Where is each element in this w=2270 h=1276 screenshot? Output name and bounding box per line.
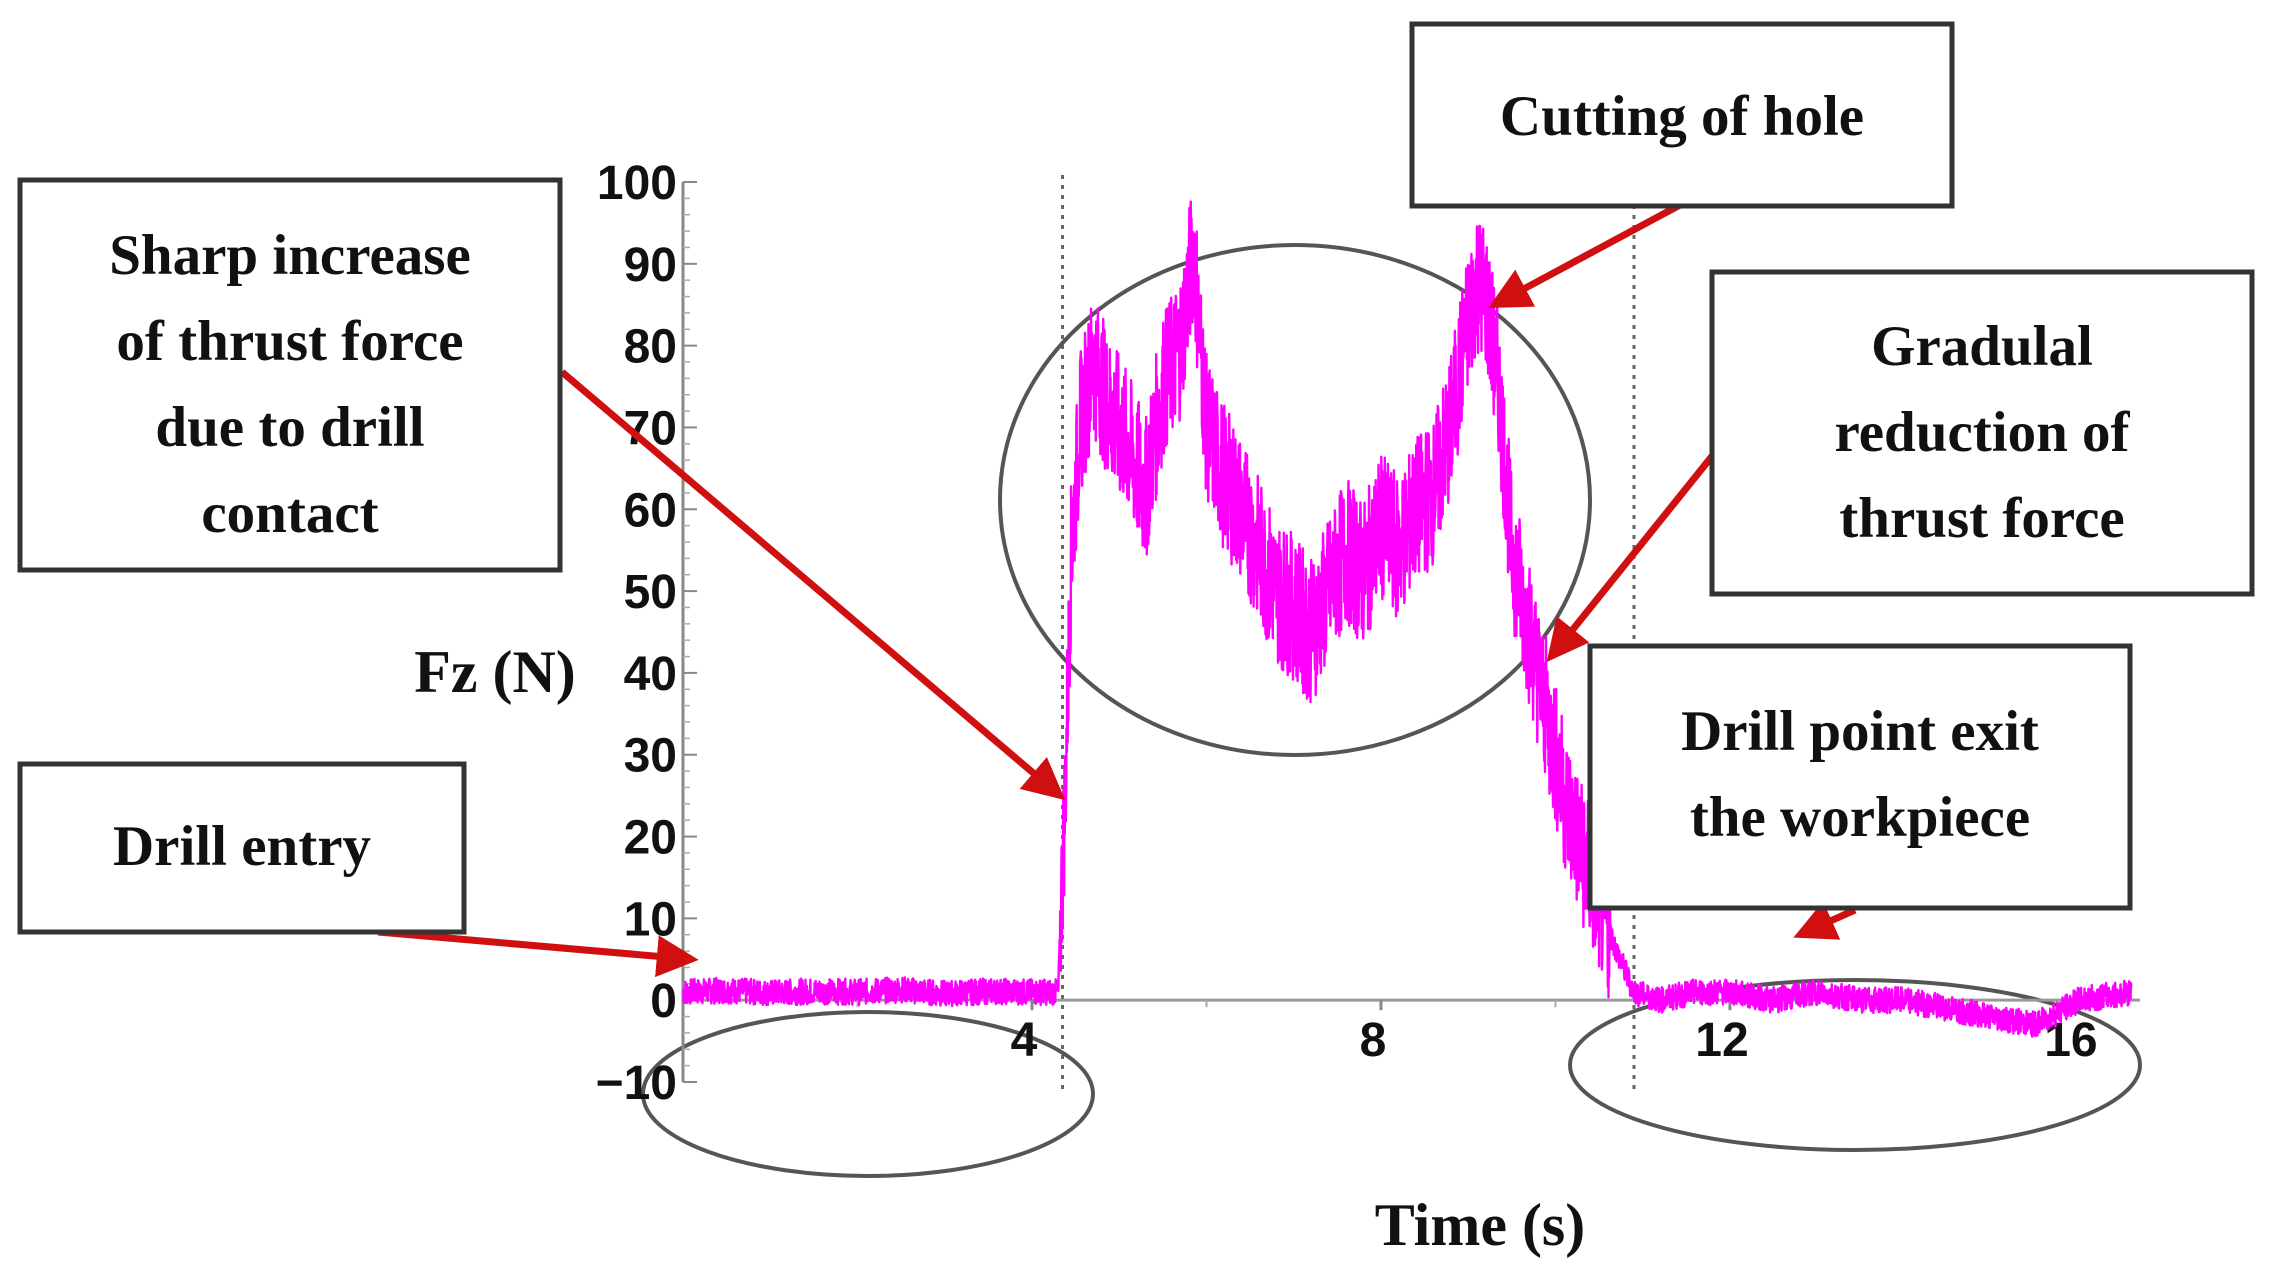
annotation-boxes: Sharp increase of thrust force due to dril…: [17, 21, 2255, 935]
series-layer: [681, 200, 2133, 1038]
x-tick-label: 8: [1360, 1014, 1387, 1067]
y-tick-label: 10: [624, 893, 677, 946]
annotation-text: Sharp increase: [109, 224, 471, 287]
annotation-drill-entry: Drill entry: [17, 761, 467, 935]
arrow-sharp-increase: [559, 369, 1066, 801]
y-tick-label: 0: [650, 975, 677, 1028]
annotation-box: [1709, 269, 2255, 597]
arrow-drill-entry: [377, 928, 699, 978]
annotation-text: reduction of: [1834, 401, 2130, 464]
annotation-gradual-reduction: Gradulal reduction of thrust force: [1709, 269, 2255, 597]
y-tick-label: 100: [597, 157, 677, 210]
thrust-force-series: [681, 200, 2133, 1038]
arrow-gradual-reduction: [1546, 437, 1728, 663]
annotation-text: Gradulal: [1871, 315, 2093, 378]
annotation-sharp-increase: Sharp increase of thrust force due to dril…: [17, 177, 563, 573]
annotation-text: the workpiece: [1690, 786, 2030, 849]
arrow-drill-exit: [1793, 901, 1857, 940]
annotation-drill-exit: Drill point exit the workpiece: [1587, 643, 2133, 911]
y-axis-title: Fz (N): [414, 639, 576, 705]
y-tick-label: 90: [624, 239, 677, 292]
x-tick-label: 4: [1011, 1014, 1038, 1067]
y-tick-label: 80: [624, 321, 677, 374]
annotation-text: Cutting of hole: [1500, 85, 1864, 148]
x-tick-label: 16: [2044, 1014, 2097, 1067]
annotation-text: Drill point exit: [1681, 700, 2039, 763]
annotation-text: contact: [201, 482, 378, 545]
y-tick-label: 40: [624, 648, 677, 701]
y-tick-label: 50: [624, 566, 677, 619]
annotation-box: [1409, 21, 1955, 209]
y-tick-label: 30: [624, 730, 677, 783]
arrow-cutting-hole: [1488, 201, 1682, 309]
annotation-text: of thrust force: [116, 310, 463, 373]
highlight-ellipses: [641, 243, 2142, 1178]
drill-exit-ellipse: [1568, 978, 2142, 1152]
annotation-cutting-hole: Cutting of hole: [1409, 21, 1955, 209]
annotation-text: due to drill: [155, 396, 424, 459]
annotation-box: [1587, 643, 2133, 911]
y-tick-label: 60: [624, 484, 677, 537]
x-axis-title: Time (s): [1375, 1192, 1586, 1258]
x-tick-label: 12: [1695, 1014, 1748, 1067]
y-tick-label: 20: [624, 812, 677, 865]
annotation-box: [17, 761, 467, 935]
cutting-ellipse: [998, 243, 1592, 757]
y-tick-label: −10: [596, 1057, 677, 1110]
annotation-arrows: [377, 201, 1857, 978]
annotation-text: thrust force: [1839, 487, 2124, 550]
annotation-box: [17, 177, 563, 573]
drill-entry-ellipse: [641, 1010, 1095, 1178]
annotation-text: Drill entry: [113, 815, 371, 878]
